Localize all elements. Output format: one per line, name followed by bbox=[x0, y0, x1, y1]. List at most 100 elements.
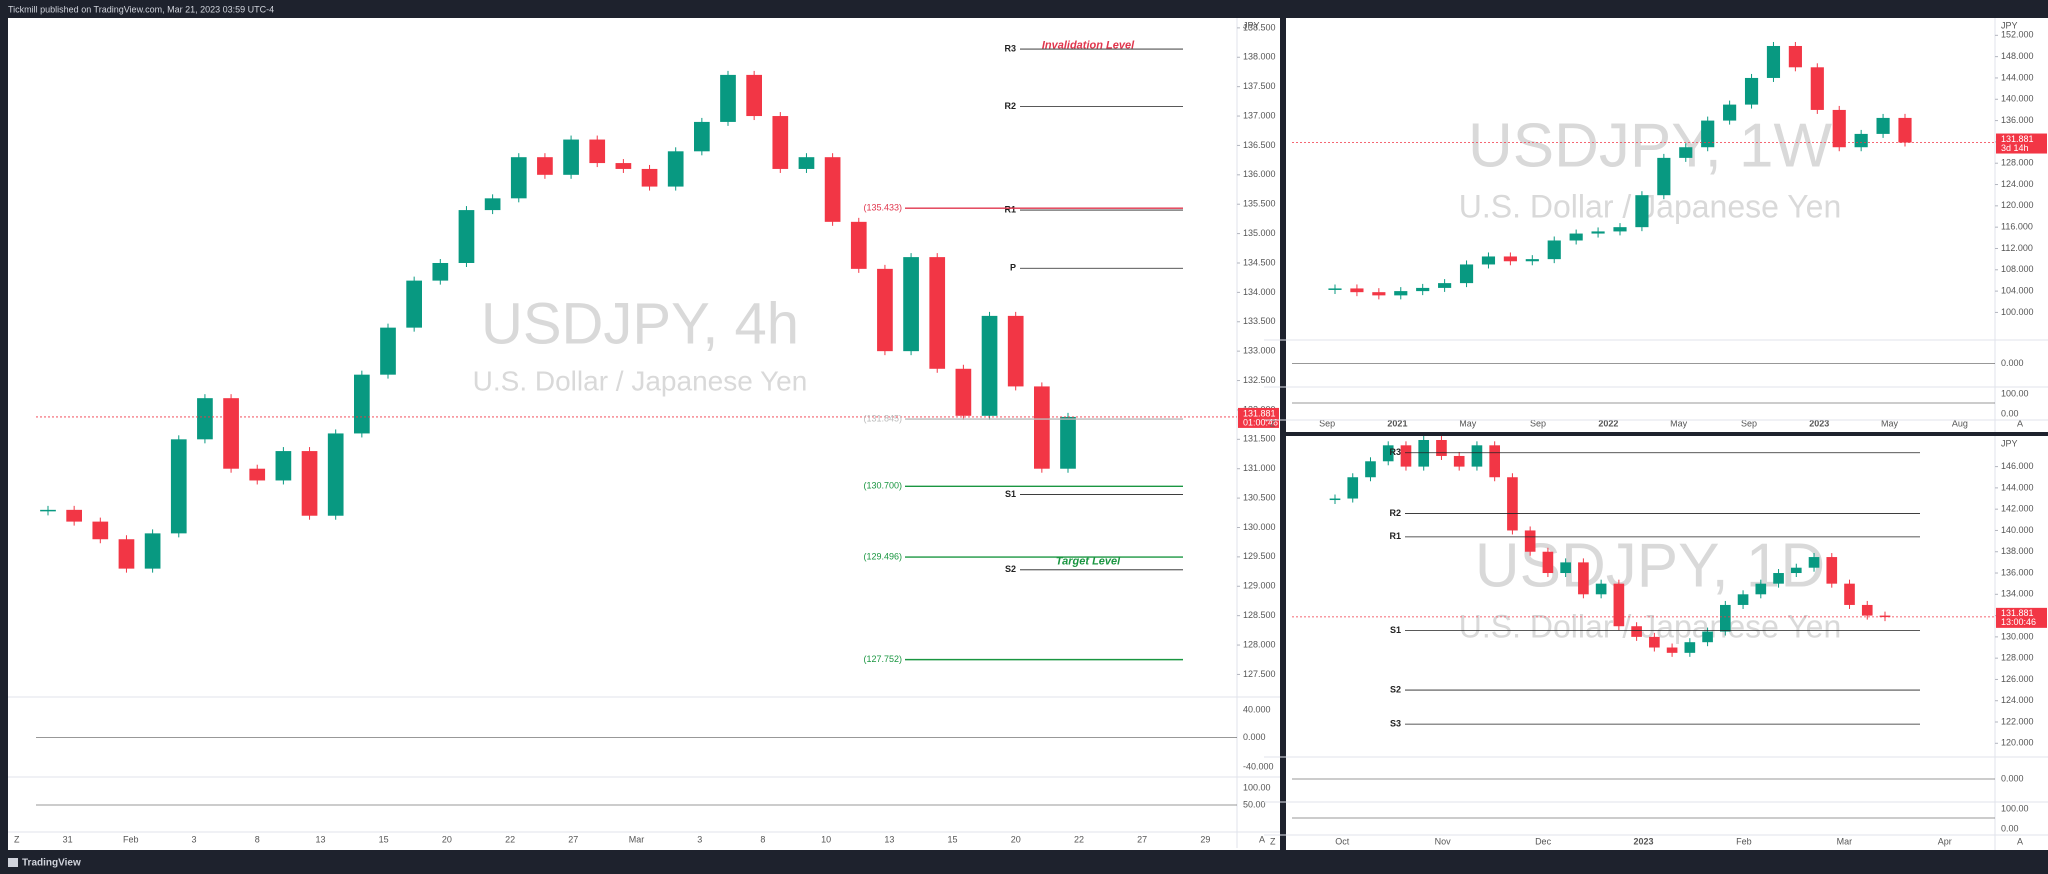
y-tick-label: 108.000 bbox=[2001, 264, 2034, 274]
y-tick-label: 132.500 bbox=[1243, 375, 1276, 385]
indicator-label: -40.000 bbox=[1243, 761, 1274, 771]
candle bbox=[1701, 120, 1715, 148]
countdown: 3d 14h bbox=[2001, 143, 2029, 153]
candle bbox=[1861, 604, 1873, 616]
candle bbox=[223, 398, 239, 469]
candle bbox=[563, 139, 579, 175]
watermark-description: U.S. Dollar / Japanese Yen bbox=[1459, 188, 1841, 224]
candle bbox=[1418, 440, 1430, 467]
candle bbox=[1007, 315, 1024, 387]
axis-button: A bbox=[2017, 418, 2023, 428]
candle bbox=[1560, 562, 1571, 574]
x-tick-label: May bbox=[1670, 418, 1688, 428]
candle bbox=[1679, 147, 1693, 158]
x-tick-label: 8 bbox=[760, 834, 765, 844]
x-tick-label: 29 bbox=[1200, 834, 1210, 844]
candle bbox=[1737, 594, 1749, 605]
candle bbox=[1720, 604, 1731, 632]
candle bbox=[275, 451, 292, 481]
x-tick-label: Nov bbox=[1435, 836, 1452, 846]
x-tick-label: 10 bbox=[821, 834, 831, 844]
candle bbox=[1524, 530, 1536, 552]
brand[interactable]: TradingView bbox=[22, 858, 81, 869]
x-tick-label: 3 bbox=[192, 834, 197, 844]
candle bbox=[1844, 583, 1855, 605]
watermark: USDJPY, 1W bbox=[1468, 111, 1833, 180]
x-tick-label: 2023 bbox=[1633, 836, 1653, 846]
y-tick-label: 138.000 bbox=[1243, 52, 1276, 62]
candle bbox=[1826, 557, 1838, 584]
candle bbox=[981, 315, 998, 416]
publish-info: Tickmill published on TradingView.com, M… bbox=[8, 4, 274, 14]
candle bbox=[1400, 445, 1412, 467]
y-tick-label: 134.500 bbox=[1243, 257, 1276, 267]
candle bbox=[1507, 477, 1518, 531]
x-tick-label: 13 bbox=[884, 834, 894, 844]
indicator-label: 0.000 bbox=[2001, 358, 2024, 368]
y-tick-label: 128.500 bbox=[1243, 610, 1276, 620]
y-tick-label: 140.000 bbox=[2001, 94, 2034, 104]
annotation: Invalidation Level bbox=[1042, 39, 1135, 51]
candle bbox=[1438, 283, 1452, 288]
y-tick-label: 136.000 bbox=[1243, 169, 1276, 179]
x-tick-label: Sep bbox=[1741, 418, 1757, 428]
indicator-label: 0.000 bbox=[2001, 773, 2024, 783]
pivot-label: R3 bbox=[1004, 43, 1016, 53]
y-tick-label: 128.000 bbox=[2001, 653, 2034, 663]
candle bbox=[1591, 231, 1605, 234]
candle bbox=[1365, 461, 1376, 478]
candle bbox=[615, 163, 632, 169]
candle bbox=[772, 116, 789, 169]
candle bbox=[327, 433, 344, 516]
indicator-label: 0.000 bbox=[1243, 732, 1266, 742]
candle bbox=[1773, 573, 1784, 584]
candle bbox=[1613, 227, 1627, 232]
y-tick-label: 120.000 bbox=[2001, 738, 2034, 748]
last-price-label: 131.881 bbox=[2001, 134, 2034, 144]
y-tick-label: 136.000 bbox=[2001, 567, 2034, 577]
candle bbox=[1854, 133, 1868, 148]
candle bbox=[197, 398, 213, 440]
x-tick-label: Mar bbox=[1837, 836, 1853, 846]
candle bbox=[1436, 440, 1447, 456]
axis-button: Z bbox=[1270, 418, 1276, 428]
candle bbox=[66, 509, 82, 522]
y-tick-label: 137.500 bbox=[1243, 81, 1276, 91]
last-price-tag bbox=[1996, 133, 2047, 154]
x-tick-label: Oct bbox=[1335, 836, 1350, 846]
candle bbox=[1350, 288, 1364, 293]
candle bbox=[1702, 631, 1713, 643]
candle bbox=[170, 439, 187, 534]
candle bbox=[1416, 287, 1430, 292]
candle bbox=[903, 257, 919, 352]
x-tick-label: 3 bbox=[697, 834, 702, 844]
candle bbox=[1034, 386, 1050, 469]
candle bbox=[1459, 264, 1474, 284]
x-tick-label: May bbox=[1881, 418, 1899, 428]
x-tick-label: 2021 bbox=[1387, 418, 1407, 428]
y-tick-label: 122.000 bbox=[2001, 716, 2034, 726]
y-tick-label: 124.000 bbox=[2001, 695, 2034, 705]
candle bbox=[1657, 157, 1671, 196]
candle bbox=[929, 257, 946, 369]
y-tick-label: 130.000 bbox=[2001, 631, 2034, 641]
candle bbox=[1810, 67, 1824, 110]
candle bbox=[850, 221, 867, 269]
candle bbox=[877, 268, 893, 352]
watermark-description: U.S. Dollar / Japanese Yen bbox=[473, 365, 808, 396]
y-tick-label: 130.000 bbox=[1243, 522, 1276, 532]
pivot-label: R2 bbox=[1389, 508, 1401, 518]
candle bbox=[249, 468, 266, 481]
candle bbox=[1876, 117, 1890, 134]
candle bbox=[1879, 615, 1891, 618]
candle bbox=[1788, 45, 1802, 68]
weekly-chart-bg bbox=[1286, 18, 2048, 432]
x-tick-label: 15 bbox=[948, 834, 958, 844]
currency: JPY bbox=[2001, 438, 2018, 448]
candle bbox=[1790, 567, 1802, 574]
pivot-label: R1 bbox=[1389, 531, 1401, 541]
y-tick-label: 136.500 bbox=[1243, 140, 1276, 150]
y-tick-label: 112.000 bbox=[2001, 243, 2033, 253]
x-tick-label: 13 bbox=[315, 834, 325, 844]
y-tick-label: 128.000 bbox=[1243, 639, 1276, 649]
